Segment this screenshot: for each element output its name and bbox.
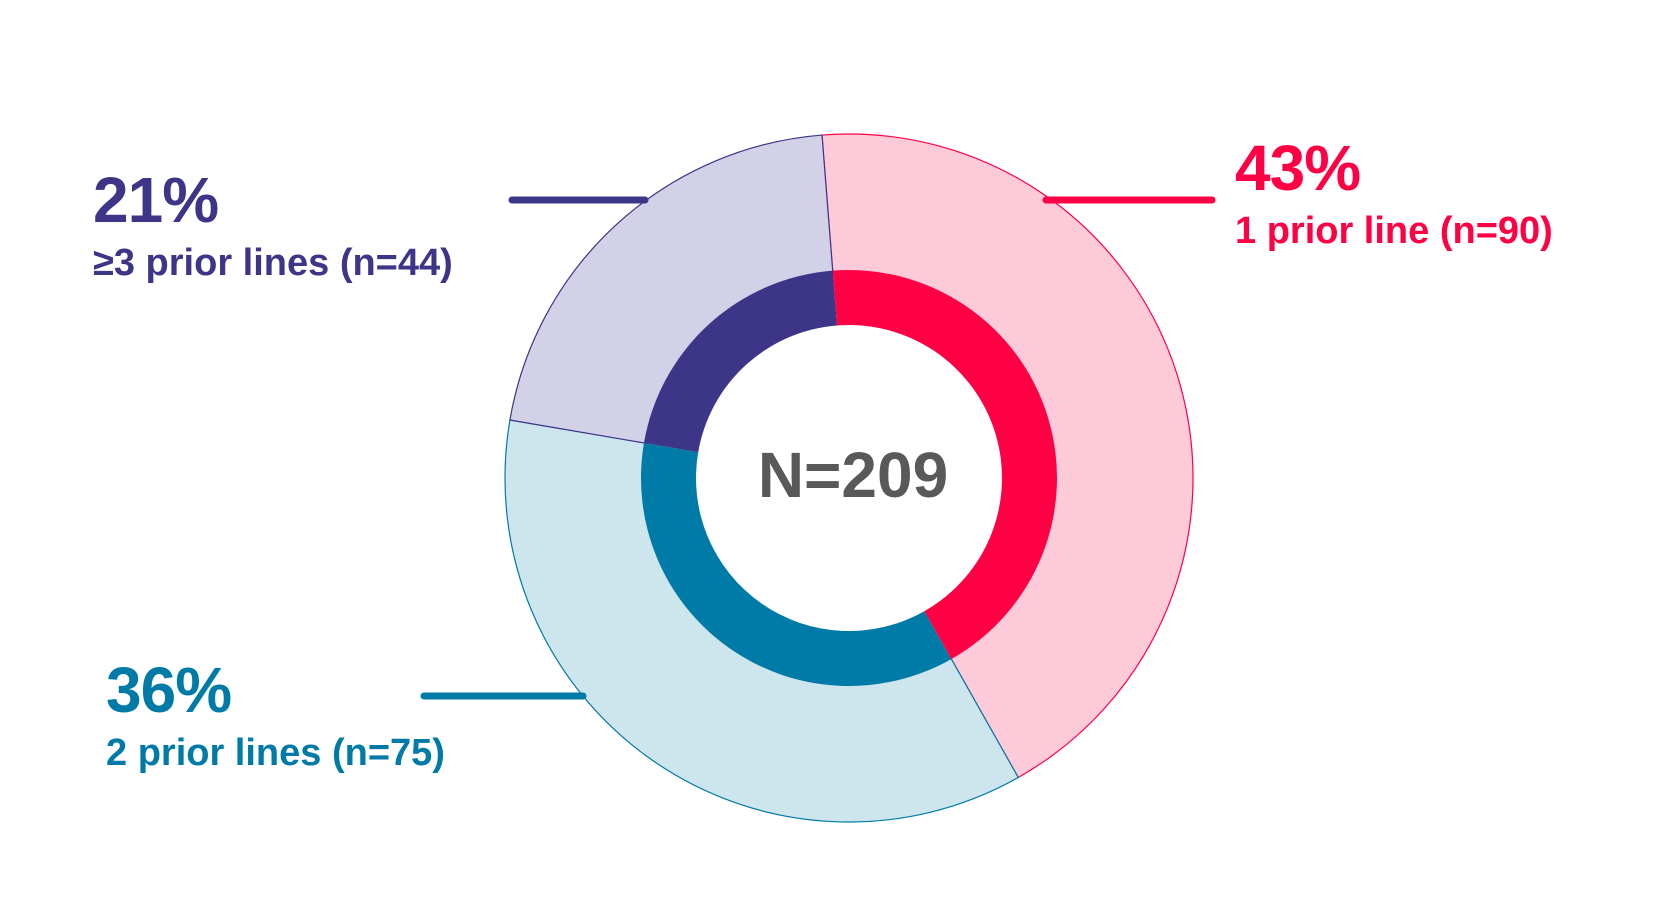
slice-percent: 43%: [1235, 132, 1361, 204]
leader-lines: [420, 196, 1216, 700]
slice-description: 2 prior lines (n=75): [106, 732, 445, 774]
inner-slice-3-plus-prior-lines: [643, 270, 837, 453]
slice-description: 1 prior line (n=90): [1235, 210, 1553, 252]
total-count-label: N=209: [757, 439, 949, 511]
slice-percent: 21%: [93, 164, 219, 236]
inner-ring: [640, 270, 1057, 686]
slice-percent: 36%: [106, 654, 232, 726]
slice-label-1-prior-line: 43% 1 prior line (n=90): [1235, 136, 1553, 250]
slice-description: ≥3 prior lines (n=44): [93, 242, 453, 284]
slice-label-3-plus-prior-lines: 21% ≥3 prior lines (n=44): [93, 168, 453, 282]
inner-slice-1-prior-line: [832, 270, 1057, 660]
inner-slice-2-prior-lines: [640, 442, 952, 686]
outer-ring: [504, 133, 1194, 823]
slice-label-2-prior-lines: 36% 2 prior lines (n=75): [106, 658, 445, 772]
